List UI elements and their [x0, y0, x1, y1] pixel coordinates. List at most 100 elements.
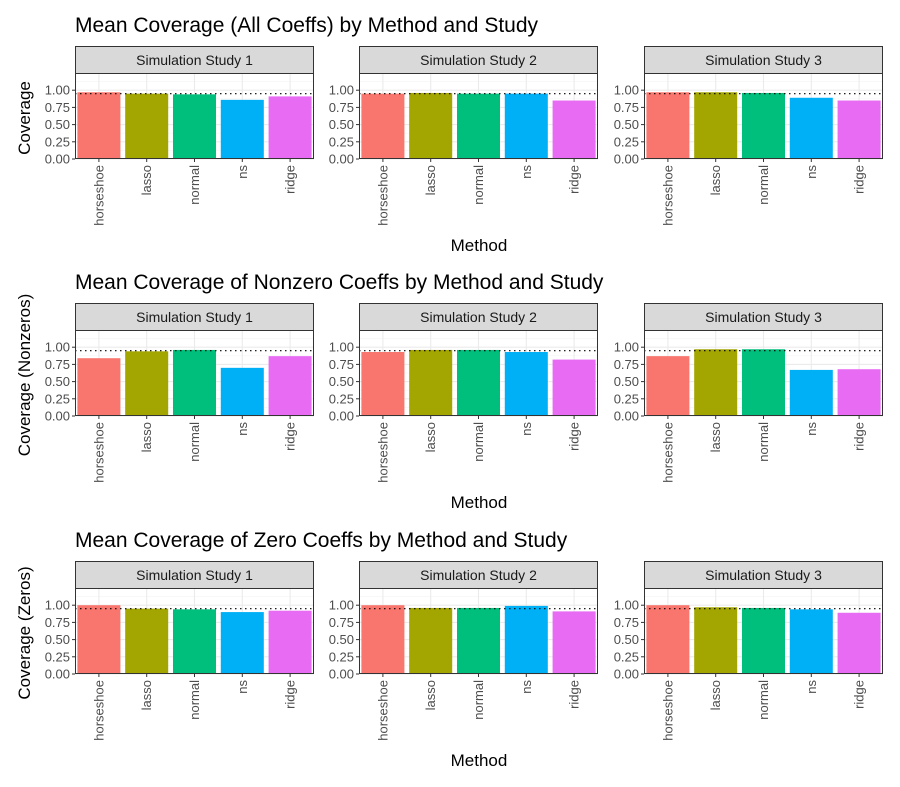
y-tick-label: 0.25 — [329, 649, 354, 664]
x-tick-label: lasso — [708, 422, 723, 452]
y-tick-label: 0.00 — [614, 667, 639, 682]
bar-ns — [789, 97, 833, 159]
x-tick-label: lasso — [139, 680, 154, 710]
x-tick-label: lasso — [139, 165, 154, 195]
x-tick-label: ridge — [283, 422, 298, 451]
x-tick-label: normal — [756, 680, 771, 720]
facet-strip-label: Simulation Study 1 — [136, 567, 253, 583]
bar-lasso — [125, 351, 169, 416]
y-tick-label: 0.00 — [614, 409, 639, 424]
bar-horseshoe — [646, 605, 690, 674]
bar-horseshoe — [361, 93, 405, 159]
y-tick-label: 0.75 — [329, 615, 354, 630]
x-tick-label: ns — [235, 680, 250, 694]
bar-lasso — [409, 349, 453, 416]
y-tick-label: 0.00 — [614, 152, 639, 167]
y-tick-label: 0.50 — [329, 117, 354, 132]
facet-strip — [359, 561, 598, 589]
bar-normal — [741, 92, 786, 159]
y-tick-label: 0.00 — [329, 667, 354, 682]
panel-border — [644, 588, 883, 674]
bar-lasso — [694, 607, 738, 674]
facet-strip-label: Simulation Study 2 — [420, 52, 537, 68]
bar-ridge — [552, 100, 596, 159]
y-tick-label: 0.75 — [614, 100, 639, 115]
x-tick-label: ns — [804, 680, 819, 694]
facet-strip-label: Simulation Study 3 — [705, 52, 822, 68]
bar-normal — [456, 93, 501, 159]
y-tick-label: 0.50 — [45, 632, 70, 647]
bar-ns — [504, 93, 548, 159]
x-tick-label: lasso — [708, 165, 723, 195]
bar-ns — [220, 99, 264, 159]
x-tick-label: ns — [235, 165, 250, 179]
facet-strip — [75, 46, 314, 74]
bar-normal — [456, 349, 501, 416]
facet-strip-label: Simulation Study 2 — [420, 309, 537, 325]
y-axis-title: Coverage (Zeros) — [15, 566, 34, 699]
y-tick-label: 0.25 — [45, 391, 70, 406]
y-tick-label: 0.25 — [329, 391, 354, 406]
bar-horseshoe — [646, 92, 690, 159]
facet-strip — [359, 303, 598, 331]
x-tick-label: normal — [187, 680, 202, 720]
x-tick-label: ridge — [567, 422, 582, 451]
y-tick-label: 1.00 — [45, 340, 70, 355]
y-tick-label: 0.25 — [614, 391, 639, 406]
bar-horseshoe — [646, 356, 690, 416]
x-axis-title: Method — [451, 493, 508, 512]
bar-ns — [220, 612, 264, 674]
bar-ns — [789, 609, 833, 674]
x-tick-label: ridge — [567, 165, 582, 194]
y-tick-label: 0.00 — [45, 667, 70, 682]
y-tick-label: 0.00 — [329, 152, 354, 167]
x-tick-label: normal — [756, 165, 771, 205]
y-tick-label: 0.00 — [45, 152, 70, 167]
y-tick-label: 0.50 — [45, 117, 70, 132]
x-tick-label: horseshoe — [91, 680, 106, 741]
x-tick-label: horseshoe — [91, 422, 106, 483]
x-tick-label: ns — [519, 422, 534, 436]
panel-border — [359, 73, 598, 159]
panel-border — [359, 588, 598, 674]
x-tick-label: lasso — [423, 680, 438, 710]
y-tick-label: 1.00 — [45, 83, 70, 98]
y-axis-title: Coverage (Nonzeros) — [15, 294, 34, 457]
x-tick-label: ns — [519, 680, 534, 694]
bar-lasso — [694, 92, 738, 159]
x-tick-label: horseshoe — [375, 680, 390, 741]
x-tick-label: horseshoe — [660, 422, 675, 483]
y-tick-label: 0.50 — [614, 632, 639, 647]
x-tick-label: lasso — [139, 422, 154, 452]
x-tick-label: ridge — [283, 165, 298, 194]
y-tick-label: 0.75 — [45, 100, 70, 115]
x-tick-label: normal — [187, 165, 202, 205]
chart-title: Mean Coverage (All Coeffs) by Method and… — [75, 14, 539, 37]
bar-normal — [741, 349, 786, 416]
facet-strip-label: Simulation Study 3 — [705, 309, 822, 325]
y-tick-label: 0.75 — [45, 615, 70, 630]
y-tick-label: 1.00 — [329, 598, 354, 613]
panel-border — [75, 73, 314, 159]
bar-normal — [456, 607, 501, 674]
bar-horseshoe — [361, 605, 405, 674]
x-tick-label: horseshoe — [91, 165, 106, 226]
bar-ns — [220, 367, 264, 416]
bar-horseshoe — [77, 358, 121, 416]
bar-ridge — [837, 612, 881, 674]
y-tick-label: 0.50 — [329, 632, 354, 647]
bar-normal — [172, 609, 217, 674]
y-tick-label: 1.00 — [614, 83, 639, 98]
x-tick-label: horseshoe — [375, 165, 390, 226]
facet-strip — [75, 561, 314, 589]
panel-border — [359, 330, 598, 416]
bar-ns — [504, 605, 548, 674]
y-tick-label: 0.50 — [614, 117, 639, 132]
x-tick-label: ridge — [567, 680, 582, 709]
y-tick-label: 0.25 — [45, 134, 70, 149]
y-tick-label: 0.75 — [45, 357, 70, 372]
chart-title: Mean Coverage of Zero Coeffs by Method a… — [75, 529, 568, 552]
bar-ns — [789, 369, 833, 416]
panel-border — [75, 330, 314, 416]
